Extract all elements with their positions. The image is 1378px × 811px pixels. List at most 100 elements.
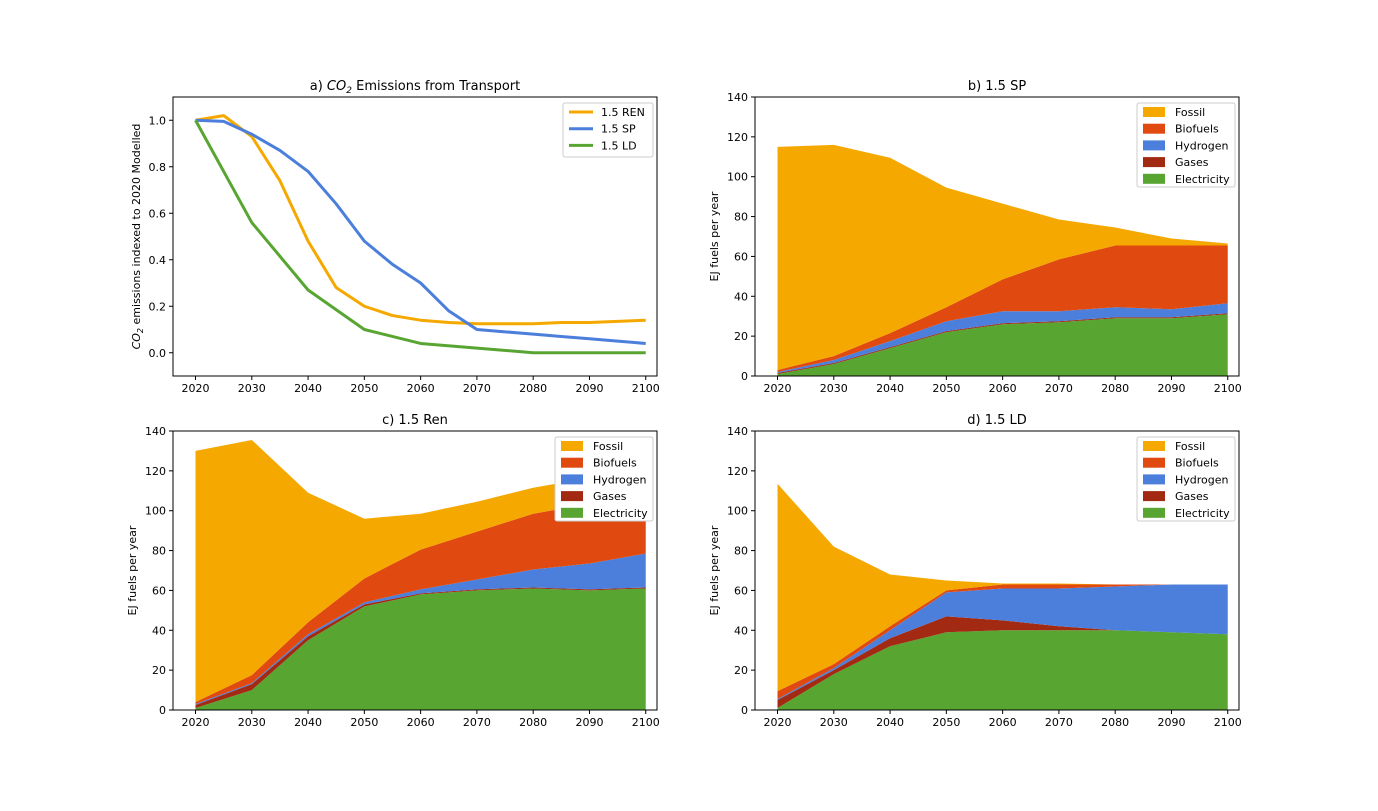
legend-label: Hydrogen — [1175, 473, 1229, 486]
legend-swatch-gases — [561, 491, 583, 502]
y-tick-label: 20 — [734, 330, 748, 343]
x-tick-label: 2020 — [182, 382, 210, 395]
legend-label: Fossil — [1175, 106, 1205, 119]
y-tick-label: 0.4 — [149, 254, 167, 267]
x-tick-label: 2100 — [1214, 382, 1242, 395]
title-prefix: a) — [310, 79, 327, 94]
x-tick-label: 2080 — [519, 716, 547, 729]
area-fossil — [777, 144, 1228, 371]
x-tick-label: 2030 — [238, 716, 266, 729]
x-tick-label: 2070 — [1045, 382, 1073, 395]
axes-frame — [754, 96, 1240, 377]
area-fossil — [777, 483, 1228, 692]
legend-box — [562, 102, 654, 158]
legend-label: 1.5 REN — [601, 106, 645, 119]
x-tick-label: 2020 — [764, 716, 792, 729]
area-gases — [777, 616, 1228, 709]
y-tick-label: 100 — [727, 171, 748, 184]
legend: Fossil Biofuels Hydrogen Gases Electricity — [1136, 436, 1236, 522]
title-co: CO — [327, 79, 346, 94]
x-tick-label: 2080 — [1101, 382, 1129, 395]
line-sp — [195, 118, 646, 345]
y-axis-label: EJ fuels per year — [708, 191, 721, 281]
y-tick-label: 80 — [734, 211, 748, 224]
y-axis-label: CO2 emissions indexed to 2020 Modelled — [130, 124, 145, 350]
axes-frame — [172, 430, 658, 711]
legend-label: 1.5 SP — [601, 123, 636, 136]
x-tick-label: 2050 — [932, 382, 960, 395]
x-tick-label: 2080 — [1101, 716, 1129, 729]
legend-swatch-fossil — [1143, 441, 1165, 451]
y-tick-label: 0 — [159, 704, 166, 717]
line-ren — [195, 114, 646, 326]
panel-c-ren-chart: 2020 2030 2040 2050 2060 2070 2080 2090 21000204… — [126, 413, 660, 729]
x-tick-label: 2030 — [820, 382, 848, 395]
x-tick-label: 2090 — [1157, 716, 1185, 729]
y-tick-label: 40 — [734, 624, 748, 637]
legend-swatch-gases — [1143, 157, 1165, 168]
legend-label: Hydrogen — [1175, 139, 1229, 152]
y-tick-label: 140 — [727, 91, 748, 104]
x-tick-label: 2090 — [1157, 382, 1185, 395]
x-tick-label: 2070 — [1045, 716, 1073, 729]
y-tick-label: 80 — [734, 545, 748, 558]
legend-swatch-electricity — [561, 507, 583, 518]
area-electricity — [777, 314, 1228, 376]
legend-label: Biofuels — [1175, 457, 1219, 470]
y-tick-label: 80 — [152, 545, 166, 558]
y-axis-label: EJ fuels per year — [126, 525, 139, 615]
x-tick-label: 2030 — [820, 716, 848, 729]
legend-swatch-electricity — [1143, 507, 1165, 518]
area-hydrogen — [777, 584, 1228, 701]
y-axis-label: EJ fuels per year — [708, 525, 721, 615]
legend-swatch-fossil — [1143, 107, 1165, 117]
y-tick-label: 0.6 — [149, 207, 167, 220]
y-tick-label: 0.8 — [149, 161, 167, 174]
y-tick-label: 60 — [152, 584, 166, 597]
legend-label: Gases — [593, 490, 627, 503]
legend-swatch-fossil — [561, 441, 583, 451]
legend-label: Biofuels — [1175, 123, 1219, 136]
legend-label: Electricity — [593, 507, 648, 520]
legend-swatch-gases — [1143, 491, 1165, 502]
legend-label: Gases — [1175, 490, 1209, 503]
panel-a-emissions-chart: 2020 2030 2040 2050 2060 2070 2080 2090 2100 0.0 0… — [130, 79, 660, 395]
legend-label: Gases — [1175, 156, 1209, 169]
area-biofuels — [777, 245, 1228, 373]
legend-swatch-biofuels — [1143, 457, 1165, 468]
x-tick-label: 2100 — [1214, 716, 1242, 729]
legend: 1.5 REN 1.5 SP 1.5 LD — [562, 102, 654, 158]
x-tick-label: 2050 — [932, 716, 960, 729]
chart-title: c) 1.5 Ren — [382, 413, 448, 428]
legend-label: Hydrogen — [593, 473, 647, 486]
chart-title: d) 1.5 LD — [967, 413, 1027, 428]
chart-title: b) 1.5 SP — [968, 79, 1027, 94]
title-rest: Emissions from Transport — [352, 79, 520, 94]
y-tick-label: 0 — [741, 370, 748, 383]
x-tick-label: 2090 — [575, 716, 603, 729]
legend-label: Fossil — [593, 440, 623, 453]
legend-swatch-biofuels — [561, 457, 583, 468]
y-tick-label: 100 — [145, 505, 166, 518]
ylabel-co: CO — [130, 333, 143, 350]
area-hydrogen — [777, 303, 1228, 374]
x-tick-label: 2060 — [407, 382, 435, 395]
area-fossil — [195, 439, 646, 703]
panel-d-ld-chart: 2020 2030 2040 2050 2060 2070 2080 2090 21000204… — [708, 413, 1242, 729]
legend-label: Fossil — [1175, 440, 1205, 453]
x-tick-label: 2080 — [519, 382, 547, 395]
title-sub: 2 — [346, 86, 352, 96]
x-tick-label: 2020 — [182, 716, 210, 729]
x-tick-label: 2060 — [989, 382, 1017, 395]
ylabel-sub: 2 — [136, 328, 145, 333]
y-tick-label: 120 — [145, 465, 166, 478]
area-hydrogen — [195, 553, 646, 706]
legend-swatch-biofuels — [1143, 123, 1165, 134]
y-tick-label: 120 — [727, 465, 748, 478]
legend-label: 1.5 LD — [601, 139, 637, 152]
legend: Fossil Biofuels Hydrogen Gases Electricity — [554, 436, 654, 522]
panel-b-sp-chart: 2020 2030 2040 2050 2060 2070 2080 2090 21000204… — [708, 79, 1242, 395]
y-tick-label: 140 — [145, 425, 166, 438]
y-tick-label: 100 — [727, 505, 748, 518]
x-tick-label: 2060 — [989, 716, 1017, 729]
